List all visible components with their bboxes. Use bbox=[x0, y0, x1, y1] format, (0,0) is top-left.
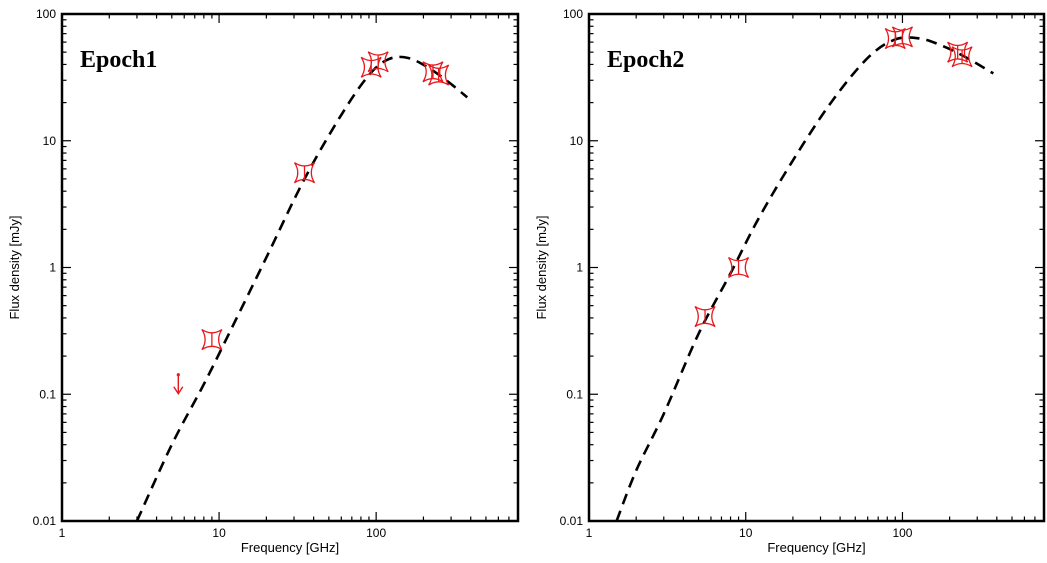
tick-marks bbox=[61, 13, 519, 522]
y-tick-label: 0.01 bbox=[560, 514, 584, 528]
data-point bbox=[201, 329, 223, 351]
data-point bbox=[728, 256, 750, 279]
data-point bbox=[947, 41, 969, 63]
panel-title: Epoch1 bbox=[80, 47, 157, 73]
upper-limit-arrow bbox=[173, 373, 184, 396]
y-tick-label: 0.01 bbox=[33, 514, 57, 528]
data-point bbox=[293, 162, 316, 184]
x-tick-label: 1 bbox=[586, 526, 593, 540]
y-tick-label: 100 bbox=[36, 7, 56, 21]
x-axis-label: Frequency [GHz] bbox=[241, 540, 339, 555]
x-tick-label: 1 bbox=[59, 526, 66, 540]
y-tick-label: 100 bbox=[563, 7, 583, 21]
x-tick-label: 10 bbox=[739, 526, 753, 540]
x-tick-label: 10 bbox=[212, 526, 226, 540]
plot-frame bbox=[587, 12, 1046, 523]
plot-frame bbox=[60, 12, 520, 523]
x-axis-label: Frequency [GHz] bbox=[767, 540, 865, 555]
y-tick-label: 10 bbox=[570, 134, 584, 148]
data-point bbox=[694, 306, 716, 328]
epoch1-panel: 1 10 100 0.01 0.1 1 10 100 Frequency [GHz] Flux d… bbox=[7, 7, 520, 555]
data-point bbox=[428, 64, 450, 86]
x-tick-label: 100 bbox=[366, 526, 386, 540]
data-point bbox=[951, 46, 973, 68]
y-axis-label: Flux density [mJy] bbox=[7, 215, 22, 319]
y-tick-label: 10 bbox=[43, 134, 57, 148]
y-tick-label: 0.1 bbox=[39, 387, 56, 401]
model-curve bbox=[615, 36, 994, 521]
y-tick-label: 1 bbox=[576, 261, 583, 275]
y-tick-label: 1 bbox=[49, 261, 56, 275]
y-tick-label: 0.1 bbox=[566, 387, 583, 401]
data-point bbox=[891, 26, 914, 48]
panel-title: Epoch2 bbox=[607, 47, 684, 73]
data-point bbox=[422, 61, 444, 83]
model-curve bbox=[135, 55, 469, 521]
data-point bbox=[367, 51, 389, 73]
y-axis-label: Flux density [mJy] bbox=[534, 215, 549, 319]
x-tick-label: 100 bbox=[892, 526, 912, 540]
tick-marks bbox=[588, 13, 1045, 522]
epoch2-panel: 1 10 100 0.01 0.1 1 10 100 Frequency [GHz] Flux d… bbox=[534, 7, 1046, 555]
